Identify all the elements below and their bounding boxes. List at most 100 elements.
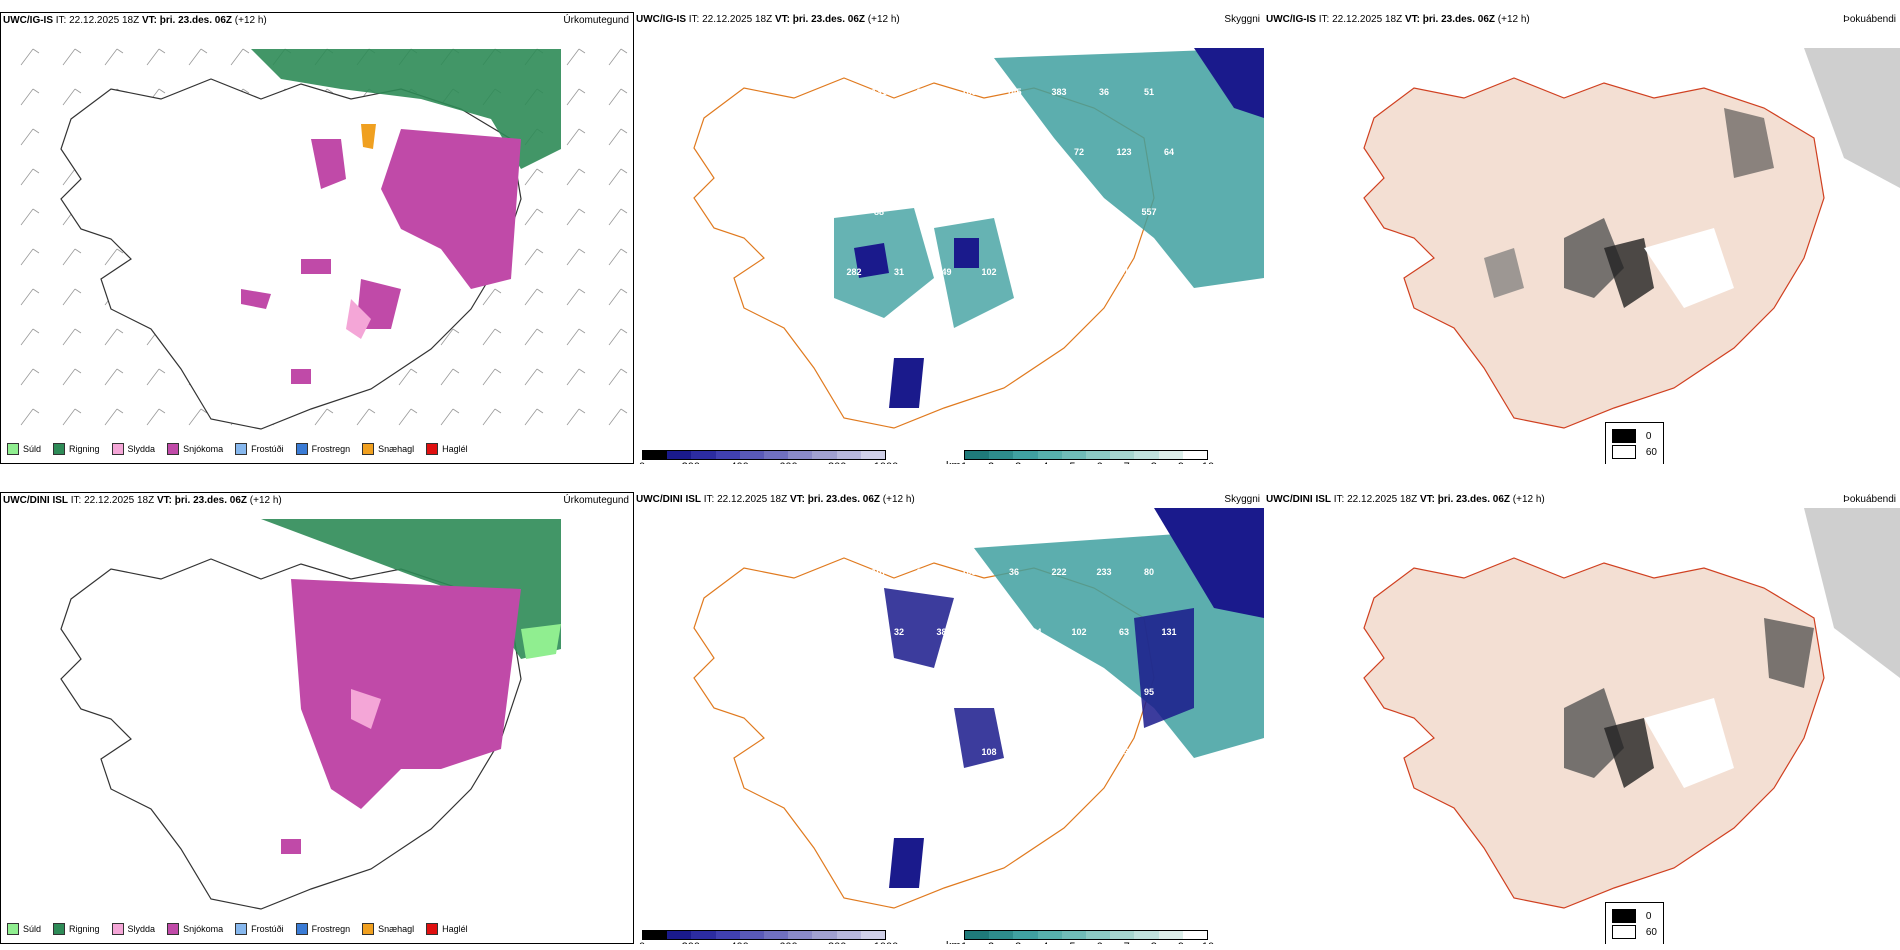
wind-barb [20,88,40,106]
colorbar-segment [715,451,740,459]
colorbar-segment [1110,931,1135,939]
colorbar-tick: 200 [682,461,700,464]
visibility-value-label: 59 [1008,687,1020,697]
colorbar-tick: 1000 [874,941,898,944]
legend-label: Snæhagl [378,924,415,934]
colorbar-tick: 0 [639,461,645,464]
fog-index-panel-2: UWC/DINI ISL IT: 22.12.2025 18Z VT: þri.… [1264,492,1900,944]
colorbar-segment [860,451,886,459]
visibility-value-label: 383 [1051,87,1067,97]
wind-barb [566,408,586,426]
colorbar-segment [860,931,886,939]
fog-legend-label: 60 [1645,926,1657,938]
wind-barb [20,368,40,386]
legend-label: Frostúði [251,444,284,454]
wind-barb [356,408,376,426]
wind-barb [398,368,418,386]
visibility-value-label: 334 [1026,627,1042,637]
legend-label: Slydda [127,924,156,934]
visibility-value-label: 56 [828,807,840,817]
colorbar-tick: 4 [1042,461,1048,464]
fog-legend-item: 0 [1611,909,1657,923]
visibility-value-label: 168 [1026,267,1042,277]
colorbar-tick: 5 [1069,941,1075,944]
colorbar-tick: 2 [988,461,994,464]
wind-barb [20,208,40,226]
colorbar-tick: 200 [682,941,700,944]
visibility-value-label: 36 [1008,567,1020,577]
wind-barb [104,408,124,426]
visibility-value-label: 32 [893,627,905,637]
wind-barb [524,408,544,426]
wind-barb [62,368,82,386]
wind-barb [566,48,586,66]
colorbar-tick: 8 [1151,941,1157,944]
colorbar-tick: 600 [779,941,797,944]
visibility-value-label: 233 [1096,567,1112,577]
colorbar-segment [1061,451,1087,459]
visibility-value-label: 75 [1008,207,1020,217]
visibility-value-label: 208 [846,747,862,757]
wind-barb [524,328,544,346]
fog-legend-swatch [1611,925,1636,939]
wind-barb [608,328,628,346]
legend-swatch [295,443,308,455]
colorbar-segment [836,931,861,939]
wind-barb [566,88,586,106]
wind-barb [566,368,586,386]
colorbar-tick: 800 [828,941,846,944]
visibility-value-label: 63 [1118,627,1130,637]
colorbar-segment [764,931,789,939]
colorbar-segment [667,451,692,459]
visibility-value-label: 97 [963,207,975,217]
legend-swatch [111,923,124,935]
visibility-value-label: 166 [961,87,977,97]
colorbar-tick: 600 [779,461,797,464]
colorbar-segment [812,931,837,939]
colorbar-segment [1158,451,1183,459]
wind-barb [104,328,124,346]
wind-barb [566,208,586,226]
colorbar-segment [1134,451,1159,459]
colorbar-segment [1086,931,1111,939]
legend-label: Snæhagl [378,444,415,454]
colorbar-tick: 10 [1202,941,1214,944]
wind-barb [62,88,82,106]
fog-legend-item: 60 [1611,445,1657,459]
legend-label: Rigning [69,444,100,454]
visibility-value-label: 107 [916,567,932,577]
visibility-value-label: 259 [826,87,842,97]
colorbar-tick: 2 [988,941,994,944]
legend-item: Snjókoma [167,443,223,455]
colorbar-segment [691,931,716,939]
wind-barb [524,368,544,386]
colorbar-tick: 1 [961,941,967,944]
wind-barb [608,408,628,426]
wind-barb [20,408,40,426]
wind-barb [482,368,502,386]
colorbar-segment [1013,931,1038,939]
panel-type-label: Þokuábendi [1843,14,1896,25]
colorbar-segment [643,451,668,459]
visibility-value-label: 78 [983,147,995,157]
colorbar-segment [989,451,1014,459]
visibility-value-label: 131 [1161,627,1177,637]
fog-index-legend: 0 60 [1604,422,1664,464]
colorbar-tick: 7 [1124,941,1130,944]
visibility-value-label: 91 [893,747,905,757]
legend-label: Rigning [69,924,100,934]
colorbar-tick: 10 [1202,461,1214,464]
wind-barb [608,88,628,106]
precip-type-panel-2: UWC/DINI ISL IT: 22.12.2025 18Z VT: þri.… [0,492,634,944]
wind-barb [104,248,124,266]
wind-barb [608,208,628,226]
colorbar-tick: 3 [1015,461,1021,464]
legend-label: Snjókoma [183,924,224,934]
colorbar-segment [643,931,668,939]
precip-type-map [60,519,561,910]
legend-swatch [167,923,180,935]
legend-label: Slydda [127,444,156,454]
colorbar-tick: 3 [1015,941,1021,944]
colorbar-segment [965,451,990,459]
colorbar-tick: 400 [730,461,748,464]
